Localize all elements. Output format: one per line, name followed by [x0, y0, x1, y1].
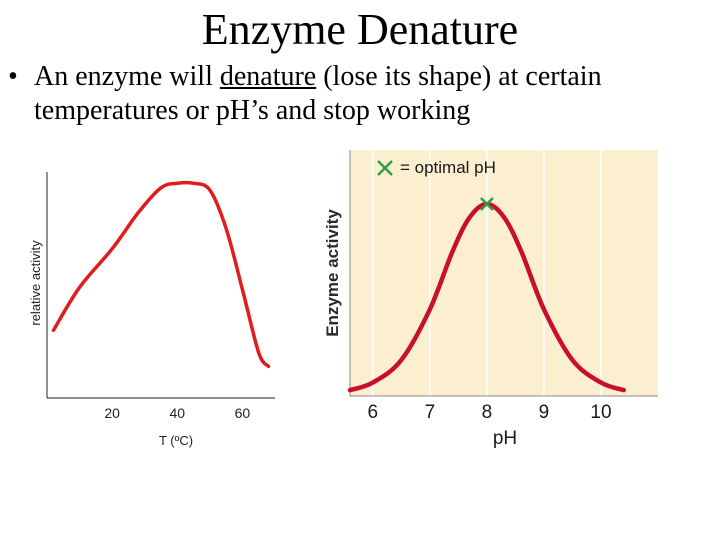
temp-tick-label: 60	[235, 405, 251, 421]
temp-tick-labels: 20 40 60	[104, 405, 250, 421]
ph-activity-chart: = optimal pH Enzyme activity 6 7 8 9 10 pH	[323, 150, 658, 449]
temp-tick-label: 20	[104, 405, 120, 421]
temp-x-label: T (ºC)	[159, 433, 193, 448]
temp-y-label: relative activity	[28, 240, 43, 326]
ph-plot-background	[350, 150, 658, 396]
temp-activity-line	[51, 180, 271, 369]
bullet-keyword: denature	[219, 61, 317, 92]
ph-gridlines	[372, 150, 602, 396]
optimal-marker-stroke	[480, 197, 494, 211]
ph-tick-labels: 6 7 8 9 10	[368, 402, 612, 423]
bullet-dot: •	[8, 61, 18, 92]
temp-tick-label: 40	[169, 405, 185, 421]
bullet-suffix: (lose its shape) at certain temperatures…	[34, 61, 602, 126]
ph-tick-label: 9	[539, 402, 550, 423]
temperature-activity-chart: relative activity 20 40 60 T (ºC)	[28, 172, 275, 448]
bullet-text: An enzyme will denature (lose its shape)…	[34, 60, 706, 128]
ph-tick-label: 8	[482, 402, 493, 423]
legend-marker-stroke	[377, 160, 393, 176]
bullet-prefix: An enzyme will	[34, 61, 220, 92]
ph-legend: = optimal pH	[400, 158, 496, 177]
ph-tick-label: 10	[590, 402, 611, 423]
slide-title: Enzyme Denature	[201, 5, 519, 54]
ph-x-label: pH	[493, 428, 517, 449]
ph-tick-label: 6	[368, 402, 379, 423]
ph-y-label: Enzyme activity	[323, 209, 342, 337]
optimal-ph-marker	[377, 160, 494, 211]
ph-tick-label: 7	[425, 402, 436, 423]
